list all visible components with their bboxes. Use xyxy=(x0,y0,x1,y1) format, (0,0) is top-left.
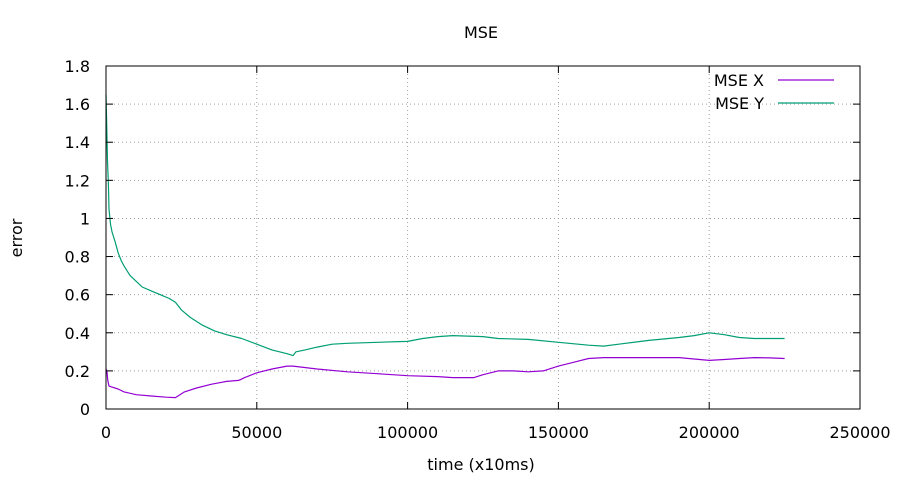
x-tick-label: 100000 xyxy=(377,423,438,442)
y-tick-label: 1.2 xyxy=(65,171,90,190)
y-tick-label: 0.2 xyxy=(65,362,90,381)
series-line-mse-x xyxy=(105,357,785,399)
x-tick-label: 50000 xyxy=(231,423,282,442)
series-line-mse-y xyxy=(105,94,785,357)
y-tick-label: 1.4 xyxy=(65,133,90,152)
y-tick-label: 1.6 xyxy=(65,95,90,114)
y-tick-label: 0.4 xyxy=(65,324,90,343)
axis-ticks xyxy=(105,65,861,410)
y-axis-title: error xyxy=(7,218,26,257)
x-tick-label: 200000 xyxy=(679,423,740,442)
x-axis-title: time (x10ms) xyxy=(427,455,534,474)
legend-label-mse-x: MSE X xyxy=(714,71,764,90)
x-tick-label: 250000 xyxy=(829,423,890,442)
grid-lines xyxy=(106,66,860,409)
tick-labels: 0 50000 100000 150000 200000 250000 0 0.2 0.4 0.6… xyxy=(65,57,891,442)
x-tick-label: 0 xyxy=(101,423,111,442)
series-lines xyxy=(105,94,785,399)
plot-frame xyxy=(105,65,861,410)
x-tick-label: 150000 xyxy=(528,423,589,442)
chart-title: MSE xyxy=(464,23,498,42)
y-tick-label: 1 xyxy=(80,209,90,228)
y-tick-label: 0.6 xyxy=(65,286,90,305)
legend-label-mse-y: MSE Y xyxy=(715,94,764,113)
y-tick-label: 0.8 xyxy=(65,248,90,267)
y-tick-label: 0 xyxy=(80,400,90,419)
y-tick-label: 1.8 xyxy=(65,57,90,76)
legend: MSE X MSE Y xyxy=(714,71,834,113)
